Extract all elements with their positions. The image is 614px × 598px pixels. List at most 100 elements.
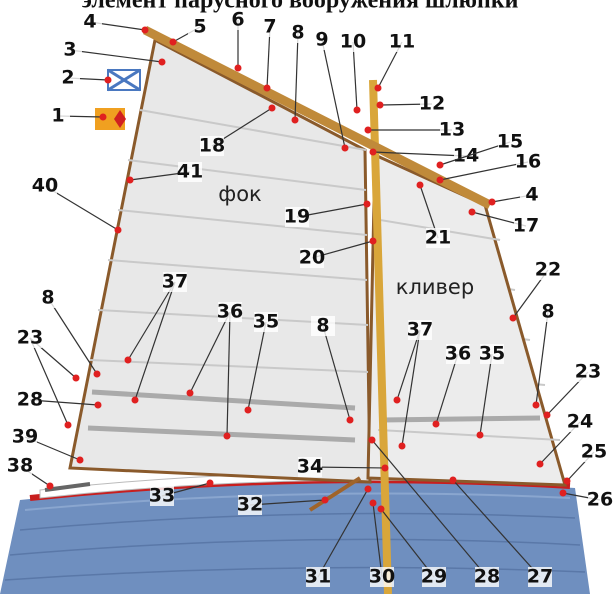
part-number: 28 — [474, 566, 500, 588]
part-number: 36 — [217, 301, 243, 323]
part-number: 26 — [587, 489, 613, 511]
part-number: 22 — [535, 259, 561, 281]
part-number: 23 — [17, 327, 43, 349]
pointer-dot — [544, 412, 551, 419]
part-number: 9 — [315, 29, 328, 51]
pointer-dot — [132, 397, 139, 404]
pointer-dot — [370, 149, 377, 156]
pointer-dot — [322, 497, 329, 504]
part-number: 10 — [340, 31, 366, 53]
pointer-dot — [377, 102, 384, 109]
pointer-dot — [378, 506, 385, 513]
pointer-dot — [375, 85, 382, 92]
pointer-dot — [437, 162, 444, 169]
part-number: 40 — [32, 175, 58, 197]
pointer-dot — [489, 199, 496, 206]
pointer-dot — [342, 145, 349, 152]
part-number: 20 — [299, 247, 325, 269]
pointer-dot — [354, 107, 361, 114]
part-number: 8 — [291, 22, 304, 44]
part-number: 23 — [575, 361, 601, 383]
part-number: 39 — [12, 426, 38, 448]
sail-label: кливер — [396, 275, 474, 299]
title: элемент парусного вооружения шлюпки — [81, 0, 518, 14]
leader-line — [48, 298, 97, 374]
part-number: 14 — [453, 145, 479, 167]
pointer-dot — [100, 114, 107, 121]
pointer-dot — [127, 177, 134, 184]
part-number: 30 — [369, 566, 395, 588]
part-number: 41 — [177, 161, 203, 183]
part-number: 8 — [41, 287, 54, 309]
pointer-dot — [187, 390, 194, 397]
part-number: 6 — [231, 9, 244, 31]
pointer-dot — [125, 357, 132, 364]
pointer-dot — [105, 77, 112, 84]
pointer-dot — [369, 437, 376, 444]
pointer-dot — [65, 422, 72, 429]
part-number: 37 — [162, 271, 188, 293]
pointer-dot — [142, 27, 149, 34]
part-number: 37 — [407, 319, 433, 341]
part-number: 21 — [425, 227, 451, 249]
pointer-dot — [399, 443, 406, 450]
part-number: 11 — [389, 31, 415, 53]
pointer-dot — [47, 483, 54, 490]
part-number: 29 — [421, 566, 447, 588]
part-number: 5 — [193, 16, 206, 38]
pointer-dot — [207, 480, 214, 487]
leader-line — [70, 50, 162, 62]
pointer-dot — [245, 407, 252, 414]
pointer-dot — [364, 201, 371, 208]
part-number: 15 — [497, 131, 523, 153]
pointer-dot — [95, 402, 102, 409]
hull — [0, 481, 590, 594]
pointer-dot — [159, 59, 166, 66]
part-number: 27 — [527, 566, 553, 588]
pointer-dot — [264, 85, 271, 92]
part-number: 35 — [479, 343, 505, 365]
pointer-dot — [370, 238, 377, 245]
part-number: 32 — [237, 494, 263, 516]
part-number: 8 — [541, 301, 554, 323]
leader-line — [536, 312, 548, 405]
pointer-dot — [73, 375, 80, 382]
part-number: 4 — [83, 11, 96, 33]
part-number: 33 — [149, 485, 175, 507]
part-number: 3 — [63, 39, 76, 61]
part-number: 18 — [199, 135, 225, 157]
part-number: 35 — [253, 311, 279, 333]
pointer-dot — [235, 65, 242, 72]
pointer-dot — [437, 177, 444, 184]
pointer-dot — [433, 421, 440, 428]
pointer-dot — [94, 371, 101, 378]
part-number: 31 — [305, 566, 331, 588]
part-number: 12 — [419, 93, 445, 115]
pointer-dot — [417, 182, 424, 189]
pointer-dot — [469, 209, 476, 216]
pointer-dot — [477, 432, 484, 439]
part-number: 38 — [7, 455, 33, 477]
part-number: 16 — [515, 151, 541, 173]
part-number: 19 — [284, 206, 310, 228]
part-number: 13 — [439, 119, 465, 141]
part-number: 2 — [61, 67, 74, 89]
pointer-dot — [370, 500, 377, 507]
part-number: 8 — [316, 315, 329, 337]
pointer-dot — [533, 402, 540, 409]
part-number: 1 — [51, 105, 64, 127]
pointer-dot — [269, 105, 276, 112]
part-number: 25 — [581, 441, 607, 463]
pointer-dot — [77, 457, 84, 464]
pointer-dot — [292, 117, 299, 124]
pointer-dot — [224, 433, 231, 440]
leader-line — [30, 338, 68, 425]
pointer-dot — [347, 417, 354, 424]
pointer-dot — [170, 39, 177, 46]
pointer-dot — [564, 478, 571, 485]
part-number: 36 — [445, 343, 471, 365]
part-number: 24 — [567, 411, 593, 433]
pointer-dot — [365, 486, 372, 493]
pointer-dot — [560, 490, 567, 497]
pointer-dot — [450, 477, 457, 484]
